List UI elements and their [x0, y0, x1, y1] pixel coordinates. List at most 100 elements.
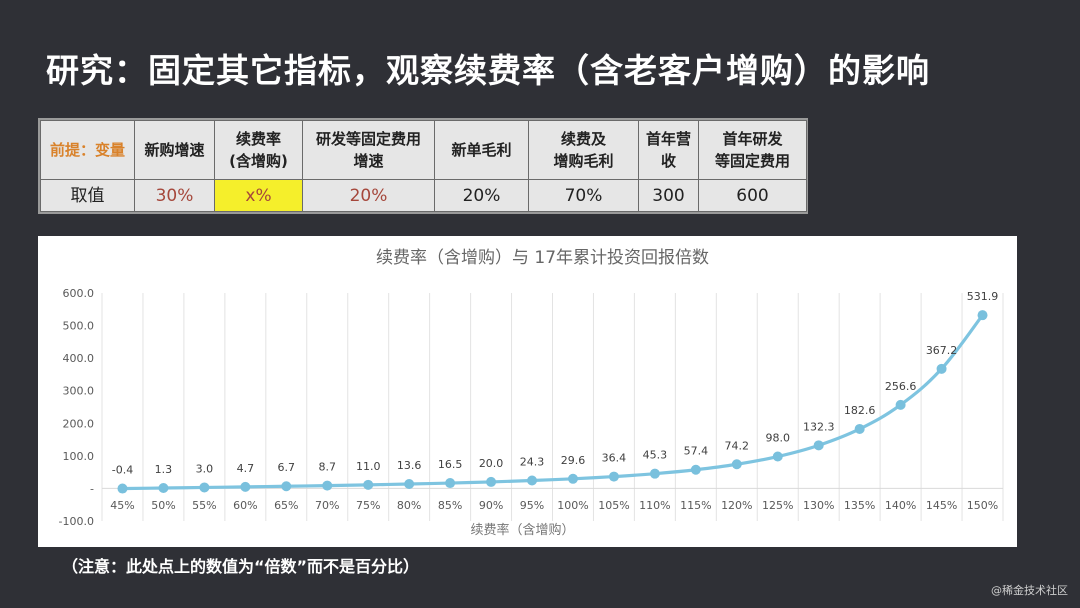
header-line: 首年研发 — [722, 130, 783, 148]
x-tick-label: 150% — [967, 499, 998, 512]
data-point — [977, 310, 988, 321]
data-label: 256.6 — [885, 380, 917, 393]
header-line: 续费及 — [560, 130, 606, 148]
data-point — [854, 423, 865, 434]
data-label: 36.4 — [602, 452, 627, 465]
data-label: 8.7 — [319, 461, 337, 474]
watermark: @稀金技术社区 — [991, 584, 1068, 597]
data-point — [567, 473, 578, 484]
value-renewal-margin: 70% — [528, 179, 639, 212]
header-renewal-margin: 续费及 增购毛利 — [528, 120, 639, 180]
value-first-year-fixed-cost: 600 — [698, 179, 807, 212]
header-line: 增购毛利 — [553, 152, 614, 170]
data-point — [772, 451, 783, 462]
x-tick-label: 125% — [762, 499, 793, 512]
value-first-year-revenue: 300 — [638, 179, 699, 212]
data-label: 1.3 — [155, 463, 173, 476]
header-new-purchase-growth: 新购增速 — [134, 120, 215, 180]
data-label: 6.7 — [278, 461, 296, 474]
header-line: 续费率 — [235, 130, 281, 148]
value-new-purchase-growth: 30% — [134, 179, 215, 212]
data-label: 13.6 — [397, 459, 422, 472]
header-line: 新购增速 — [144, 141, 205, 159]
data-point — [813, 440, 824, 451]
x-tick-label: 80% — [397, 499, 421, 512]
params-value-row: 取值 30% x% 20% 20% 70% 300 600 — [40, 179, 807, 212]
header-first-year-fixed-cost: 首年研发 等固定费用 — [698, 120, 807, 180]
data-point — [731, 459, 742, 470]
value-new-order-margin: 20% — [434, 179, 529, 212]
data-point — [363, 479, 374, 490]
data-label: 11.0 — [356, 460, 381, 473]
y-tick-label: - — [90, 482, 94, 495]
data-point — [936, 363, 947, 374]
value-renewal-rate: x% — [214, 179, 303, 212]
data-point — [649, 468, 660, 479]
x-tick-label: 110% — [639, 499, 670, 512]
y-tick-label: 600.0 — [63, 287, 95, 300]
return-multiple-chart: 续费率（含增购）与 17年累计投资回报倍数-100.0-100.0200.030… — [59, 248, 1004, 538]
header-premise: 前提：变量 — [40, 120, 135, 180]
x-axis-title: 续费率（含增购） — [470, 522, 574, 538]
header-line: 收 — [660, 152, 676, 170]
y-tick-label: 500.0 — [63, 320, 95, 333]
header-line: 新单毛利 — [451, 141, 512, 159]
x-tick-label: 90% — [479, 499, 503, 512]
x-tick-label: 140% — [885, 499, 916, 512]
x-tick-label: 120% — [721, 499, 752, 512]
header-line: 等固定费用 — [714, 152, 790, 170]
x-tick-label: 75% — [356, 499, 380, 512]
data-label: 367.2 — [926, 344, 958, 357]
x-tick-label: 70% — [315, 499, 339, 512]
x-tick-label: 100% — [557, 499, 588, 512]
header-new-order-margin: 新单毛利 — [434, 120, 529, 180]
x-tick-label: 115% — [680, 499, 711, 512]
data-label: 4.7 — [237, 462, 255, 475]
data-label: -0.4 — [112, 464, 133, 477]
data-point — [322, 480, 333, 491]
header-fixed-cost-growth: 研发等固定费用 增速 — [302, 120, 435, 180]
data-label: 132.3 — [803, 420, 835, 433]
header-renewal-rate: 续费率 (含增购) — [214, 120, 303, 180]
y-tick-label: -100.0 — [59, 515, 94, 528]
x-tick-label: 65% — [274, 499, 298, 512]
x-tick-label: 60% — [233, 499, 257, 512]
data-point — [240, 481, 251, 492]
header-line: 增速 — [353, 152, 384, 170]
params-header-row: 前提：变量 新购增速 续费率 (含增购) 研发等固定费用 增速 新单毛利 续费及增购… — [40, 120, 807, 180]
y-tick-label: 200.0 — [63, 417, 95, 430]
data-label: 98.0 — [766, 432, 791, 445]
data-point — [117, 483, 128, 494]
data-label: 29.6 — [561, 454, 586, 467]
data-point — [690, 464, 701, 475]
data-point — [608, 471, 619, 482]
header-line: 首年营 — [645, 130, 691, 148]
value-fixed-cost-growth: 20% — [302, 179, 435, 212]
header-first-year-revenue: 首年营收 — [638, 120, 699, 180]
x-tick-label: 135% — [844, 499, 875, 512]
data-point — [199, 482, 210, 493]
chart-title: 续费率（含增购）与 17年累计投资回报倍数 — [376, 248, 709, 268]
header-line: 研发等固定费用 — [315, 130, 421, 148]
x-tick-label: 105% — [598, 499, 629, 512]
data-point — [486, 476, 497, 487]
data-label: 182.6 — [844, 404, 876, 417]
parameters-table: 前提：变量 新购增速 续费率 (含增购) 研发等固定费用 增速 新单毛利 续费及增购… — [38, 118, 808, 214]
chart-panel: 续费率（含增购）与 17年累计投资回报倍数 -100.0-100.0 200.0 30… — [38, 236, 1017, 547]
data-label: 74.2 — [725, 439, 750, 452]
header-line: (含增购) — [229, 152, 288, 170]
data-label: 45.3 — [643, 449, 668, 462]
y-tick-label: 400.0 — [63, 352, 95, 365]
page-title: 研究：固定其它指标，观察续费率（含老客户增购）的影响 — [46, 51, 930, 90]
y-tick-label: 100.0 — [63, 450, 95, 463]
x-tick-label: 85% — [438, 499, 462, 512]
x-tick-label: 50% — [151, 499, 175, 512]
data-label: 24.3 — [520, 456, 545, 469]
x-tick-label: 145% — [926, 499, 957, 512]
x-tick-label: 45% — [110, 499, 134, 512]
data-point — [281, 481, 292, 492]
data-label: 57.4 — [684, 445, 709, 458]
value-label: 取值 — [40, 179, 135, 212]
footnote: （注意：此处点上的数值为“倍数”而不是百分比） — [62, 557, 420, 576]
data-point — [158, 483, 169, 494]
